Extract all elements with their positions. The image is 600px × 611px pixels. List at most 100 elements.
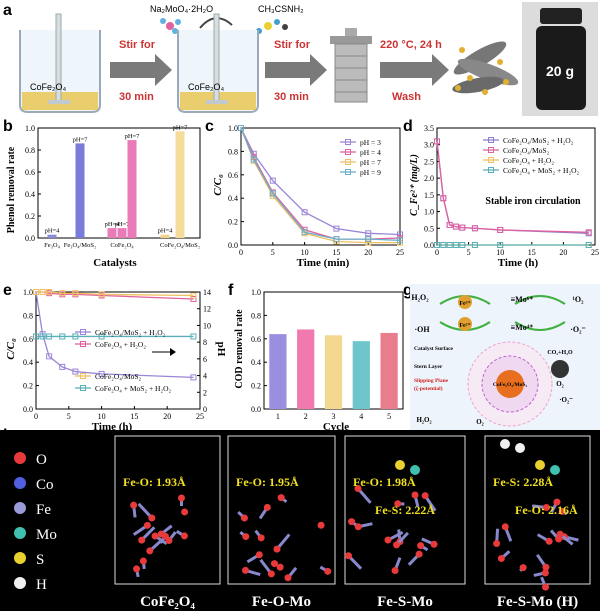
d-series-1-point xyxy=(459,224,466,231)
h-bond-label-2: Fe-O: 2.16Å xyxy=(515,503,578,517)
d-ytick-label: 0.0 xyxy=(424,241,434,250)
e-series-3-point xyxy=(190,333,197,340)
b-bar xyxy=(75,143,85,238)
c-series-0-point xyxy=(333,225,340,232)
d-series-3-point xyxy=(440,242,447,248)
e2-legend-marker xyxy=(80,373,86,379)
step-2-line-2: 30 min xyxy=(274,91,309,103)
panel-e-chart: C/C₀ pH Time (h) 0.00.20.40.60.81.00 5 10 1… xyxy=(5,288,225,433)
beaker-2-label: CoFe₂O₄ xyxy=(188,82,225,92)
e-series-3-point xyxy=(39,333,46,340)
d-xtick-label: 25 xyxy=(591,248,599,257)
h-atom-o xyxy=(317,521,325,529)
e-xtick-label: 25 xyxy=(196,412,204,421)
h-atom-o xyxy=(394,500,402,508)
c-xtick-label: 10 xyxy=(301,248,309,257)
e-ytick-label: 0.8 xyxy=(23,311,33,320)
h-atom-o xyxy=(263,503,271,511)
panel-c-xlabel: Time (min) xyxy=(297,257,350,269)
b-bar xyxy=(107,228,117,238)
g-label: Fe²⁺ xyxy=(459,322,470,329)
d-series-1-point xyxy=(440,195,447,202)
panel-d-ylabel: C_Fe²⁺ (mg/L) xyxy=(409,154,420,216)
e-ytick-label: 0.2 xyxy=(23,382,33,391)
h-bond-label: Fe-O: 1.93Å xyxy=(123,475,186,489)
d-ytick-label: 2.0 xyxy=(424,174,434,183)
panel-c-letter: c xyxy=(205,118,214,135)
c-plot-frame xyxy=(240,127,401,246)
d-series-3-point xyxy=(585,242,592,248)
g-label: CO₂+H₂O xyxy=(547,350,573,356)
h-atom-o xyxy=(354,485,362,493)
f-bar xyxy=(297,329,315,409)
h-atom-o xyxy=(493,539,501,547)
g-label: O₂ xyxy=(476,418,484,426)
h-bond-label: Fe-O: 1.98Å xyxy=(353,475,416,489)
e-ytick-label: 0.6 xyxy=(23,335,33,344)
b-ytick-label: 0.0 xyxy=(25,234,35,243)
e-ytick-label: 1.0 xyxy=(23,288,33,297)
e-series-2-point xyxy=(59,290,66,297)
b-bar xyxy=(127,140,137,238)
c-series-0-point xyxy=(365,230,372,237)
d-ytick-label: 3.0 xyxy=(424,141,434,150)
h-atom-mo xyxy=(550,465,560,475)
f-ytick-label: 0.2 xyxy=(251,382,261,391)
c-series-0-point xyxy=(269,177,276,184)
b-ytick-label: 0.2 xyxy=(25,212,35,221)
e-legend-marker xyxy=(80,341,86,347)
f-ytick-label: 0.0 xyxy=(251,405,261,414)
f-xtick-label: 5 xyxy=(387,412,391,421)
d-legend-label: CoFe₂O₄/MoS₂ xyxy=(503,146,550,155)
panel-d-annotation: Stable iron circulation xyxy=(485,196,581,207)
e-series-3-point xyxy=(59,333,66,340)
c-legend-marker xyxy=(345,149,351,155)
c-ytick-label: 0.6 xyxy=(228,171,238,180)
d-xtick-label: 10 xyxy=(496,248,504,257)
e-series-1-point xyxy=(190,296,197,303)
h-atom-h xyxy=(500,439,510,449)
e-ytick-right-label: 14 xyxy=(203,288,211,297)
h-legend-label: Fe xyxy=(36,502,51,518)
e-series-2-point xyxy=(39,289,46,295)
h-legend-o-icon xyxy=(14,452,26,464)
d-series-1-point xyxy=(434,138,440,145)
b-bar-label: pH=4 xyxy=(158,228,174,235)
e-ytick-right-label: 4 xyxy=(203,372,207,381)
h-atom-o xyxy=(242,533,250,541)
c-legend-label: pH = 3 xyxy=(360,138,381,147)
g-label: ·OH xyxy=(414,325,430,334)
d-ytick-label: 0.5 xyxy=(424,224,434,233)
d-ytick-label: 2.5 xyxy=(424,157,434,166)
d-series-3-point xyxy=(446,242,453,248)
h-atom-o xyxy=(542,583,550,591)
c-xtick-label: 5 xyxy=(271,248,275,257)
b-group-label: Fe₃O₄ xyxy=(44,242,60,249)
h-atom-mo xyxy=(410,465,420,475)
c-legend-marker xyxy=(345,139,351,145)
e-plot-frame xyxy=(35,291,201,410)
h-legend-label: O xyxy=(36,452,47,468)
h-atom-o xyxy=(541,569,549,577)
h-atom-o xyxy=(257,534,265,542)
d-xtick-label: 15 xyxy=(528,248,536,257)
h-atom-o xyxy=(345,552,353,560)
h-structure-title: CoFe₂O₄ xyxy=(140,594,195,610)
panel-h-letter: h xyxy=(3,427,13,444)
c-series-3-point xyxy=(269,190,276,197)
e-arrow-head-icon xyxy=(170,348,176,356)
panel-d-chart: C_Fe²⁺ (mg/L) Time (h) Stable iron circu… xyxy=(409,124,599,269)
h-atom-o xyxy=(270,560,278,568)
h-atom-h xyxy=(515,443,525,453)
h-atom-o xyxy=(324,567,332,575)
h-atom-o xyxy=(143,521,151,529)
g-label: Fe³⁺ xyxy=(459,300,470,307)
h-atom-o xyxy=(417,542,425,550)
d-ytick-label: 1.5 xyxy=(424,191,434,200)
h-atom-o xyxy=(157,530,165,538)
h-atom-o xyxy=(130,501,138,509)
panel-a-letter: a xyxy=(3,2,12,19)
h-legend-label: Mo xyxy=(36,527,57,543)
d-legend-label: CoFe₂O₄ + MoS₂ + H₂O₂ xyxy=(503,166,580,175)
h-atom-o xyxy=(267,570,275,578)
